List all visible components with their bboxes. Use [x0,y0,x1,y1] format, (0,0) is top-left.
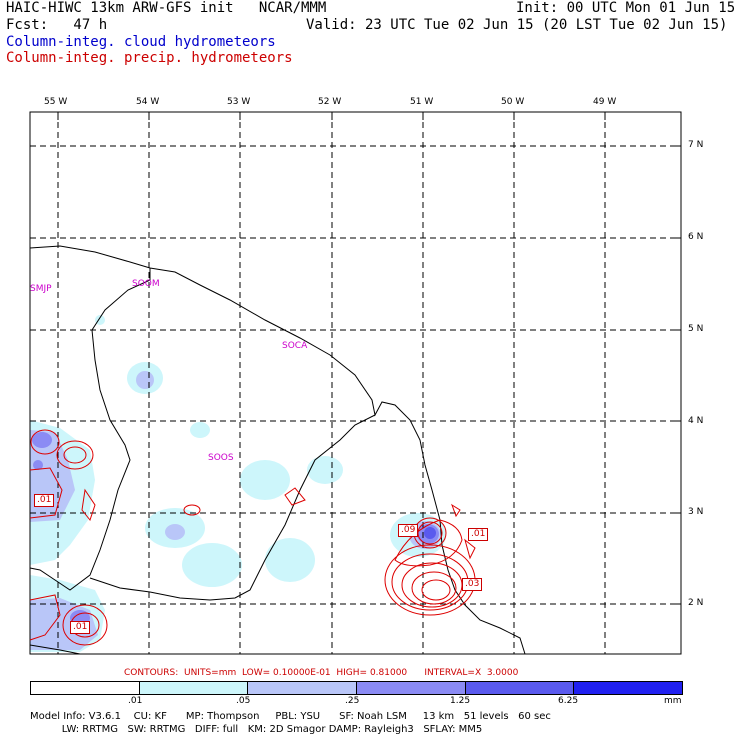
lat-lon-grid [30,112,681,654]
cloud-shading-darkest [424,527,436,539]
contour-label: .03 [462,578,483,591]
model-title: HAIC-HIWC 13km ARW-GFS init NCAR/MMM [6,0,327,16]
station-label: SOOM [132,279,160,289]
colorbar-bin [464,682,574,694]
contour-label: .09 [398,524,419,537]
colorbar-bin [31,682,139,694]
station-label: SOOS [208,453,234,463]
contour-label: .01 [468,528,489,541]
lat-label: 5 N [688,324,704,334]
field-cloud-label: Column-integ. cloud hydrometeors [6,34,276,50]
colorbar-tick: 6.25 [558,696,579,706]
colorbar-tick: 1.25 [450,696,471,706]
plot-frame [29,111,682,655]
colorbar-bin [573,682,683,694]
lon-label: 53 W [227,97,251,107]
init-time: Init: 00 UTC Mon 01 Jun 15 [516,0,736,16]
colorbar-tick: .25 [345,696,360,706]
model-info-line2: LW: RRTMG SW: RRTMG DIFF: full KM: 2D Sm… [30,724,483,735]
contour-label: .01 [70,621,91,634]
colorbar-bin [138,682,248,694]
lat-label: 3 N [688,507,704,517]
model-info-line1: Model Info: V3.6.1 CU: KF MP: Thompson P… [30,711,551,722]
lat-label: 2 N [688,598,704,608]
station-label: SOCA [282,341,308,351]
lon-label: 55 W [44,97,68,107]
field-precip-label: Column-integ. precip. hydrometeors [6,50,293,66]
lon-label: 54 W [136,97,160,107]
coastline [29,245,526,655]
colorbar-units: mm [664,696,682,706]
lat-label: 7 N [688,140,704,150]
contour-info: CONTOURS: UNITS=mm LOW= 0.10000E-01 HIGH… [124,668,519,678]
cloud-shading-light [30,315,446,652]
colorbar [30,681,683,695]
forecast-hour: Fcst: 47 h [6,17,108,33]
axis-ticks [57,112,681,605]
lat-label: 4 N [688,416,704,426]
colorbar-tick: .01 [128,696,143,706]
colorbar-tick: .05 [236,696,251,706]
lon-label: 51 W [410,97,434,107]
station-label: SMJP [30,284,52,294]
lon-label: 49 W [593,97,617,107]
valid-time: Valid: 23 UTC Tue 02 Jun 15 (20 LST Tue … [306,17,728,33]
lon-label: 50 W [501,97,525,107]
colorbar-bin [247,682,357,694]
contour-label: .01 [34,494,55,507]
lon-label: 52 W [318,97,342,107]
precip-contours [29,429,476,646]
lat-label: 6 N [688,232,704,242]
colorbar-bin [356,682,465,694]
